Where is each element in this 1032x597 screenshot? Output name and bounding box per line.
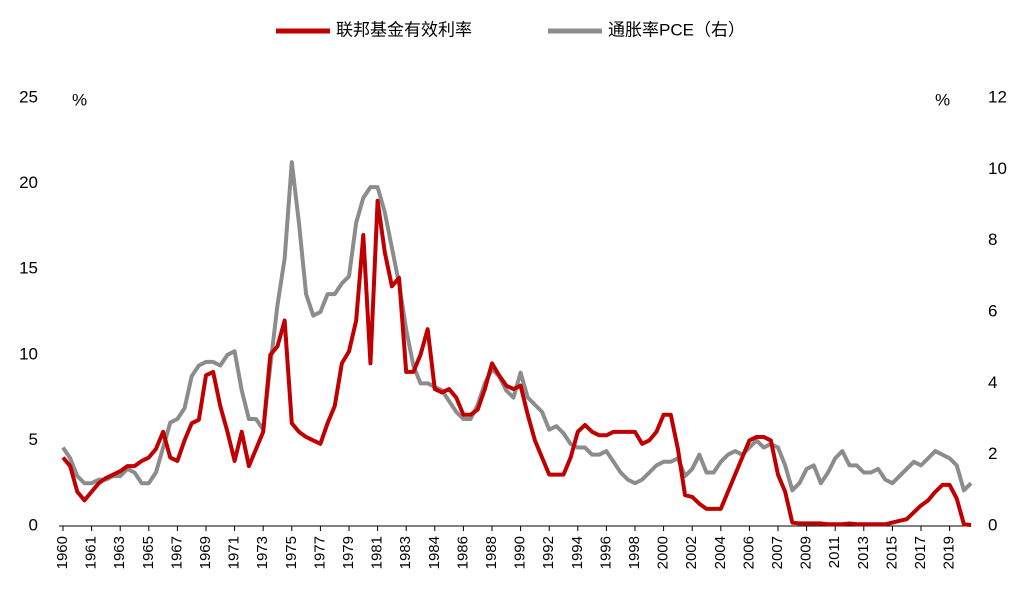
- x-tick-label: 2004: [712, 536, 729, 569]
- x-tick-label: 2007: [769, 536, 786, 569]
- x-tick-label: 1969: [197, 536, 214, 569]
- x-tick-label: 1994: [569, 536, 586, 569]
- x-tick-label: 2015: [883, 536, 900, 569]
- x-tick-label: 1971: [226, 536, 243, 569]
- x-tick-label: 2002: [683, 536, 700, 569]
- x-tick-label: 1977: [311, 536, 328, 569]
- x-tick-label: 2013: [855, 536, 872, 569]
- x-tick-label: 1983: [397, 536, 414, 569]
- x-tick-label: 1981: [369, 536, 386, 569]
- x-tick-label: 1975: [283, 536, 300, 569]
- legend-label: 联邦基金有效利率: [336, 20, 472, 39]
- x-tick-label: 2011: [826, 536, 843, 568]
- x-tick-label: 1996: [597, 536, 614, 569]
- y2-tick-label: 2: [988, 444, 997, 463]
- y2-tick-label: 6: [988, 301, 997, 320]
- y-tick-label: 15: [19, 259, 38, 278]
- x-tick-label: 1992: [540, 536, 557, 569]
- y-tick-label: 25: [19, 87, 38, 106]
- series-line: [61, 198, 972, 528]
- x-tick-label: 1961: [83, 536, 100, 569]
- x-tick-label: 1988: [483, 536, 500, 569]
- x-tick-label: 1986: [454, 536, 471, 569]
- x-tick-label: 1960: [54, 536, 71, 569]
- x-tick-label: 1990: [512, 536, 529, 569]
- x-tick-label: 1984: [426, 536, 443, 569]
- x-tick-label: 1979: [340, 536, 357, 569]
- x-tick-label: 1967: [168, 536, 185, 569]
- y2-tick-label: 10: [988, 159, 1007, 178]
- y2-tick-label: 8: [988, 230, 997, 249]
- x-tick-label: 2009: [798, 536, 815, 569]
- x-tick-label: 1965: [140, 536, 157, 569]
- y-axis-unit: %: [72, 90, 87, 109]
- y2-axis-unit: %: [935, 90, 950, 109]
- x-tick-label: 1973: [254, 536, 271, 569]
- y2-tick-label: 0: [988, 515, 997, 534]
- y-tick-label: 20: [19, 173, 38, 192]
- x-tick-label: 1998: [626, 536, 643, 569]
- x-tick-label: 2006: [740, 536, 757, 569]
- y2-tick-label: 4: [988, 373, 997, 392]
- series-line: [61, 160, 973, 493]
- x-tick-label: 2017: [912, 536, 929, 569]
- x-tick-label: 2000: [655, 536, 672, 569]
- y-tick-label: 5: [29, 430, 38, 449]
- x-tick-label: 1963: [111, 536, 128, 569]
- x-tick-label: 2019: [941, 536, 958, 569]
- y-tick-label: 10: [19, 344, 38, 363]
- y2-tick-label: 12: [988, 87, 1007, 106]
- legend-label: 通胀率PCE（右）: [608, 20, 745, 39]
- y-tick-label: 0: [29, 515, 38, 534]
